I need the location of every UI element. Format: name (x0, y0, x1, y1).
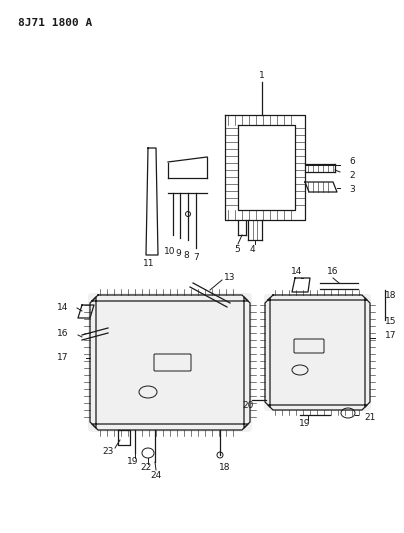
Text: 14: 14 (57, 303, 69, 311)
Text: 19: 19 (299, 418, 311, 427)
Text: 18: 18 (219, 463, 231, 472)
Text: 8: 8 (183, 252, 189, 261)
Text: 16: 16 (327, 268, 339, 277)
Text: 17: 17 (385, 332, 397, 341)
Text: 11: 11 (143, 259, 155, 268)
Text: 18: 18 (385, 290, 397, 300)
FancyBboxPatch shape (264, 294, 371, 411)
Text: 6: 6 (349, 157, 355, 166)
Text: 20: 20 (242, 400, 254, 409)
Text: 15: 15 (385, 318, 397, 327)
Text: 14: 14 (291, 268, 303, 277)
Text: 3: 3 (349, 184, 355, 193)
FancyBboxPatch shape (88, 293, 252, 432)
Text: 8J71 1800 A: 8J71 1800 A (18, 18, 92, 28)
Text: 19: 19 (127, 457, 139, 466)
Text: 24: 24 (150, 471, 162, 480)
Text: 2: 2 (349, 171, 355, 180)
Text: 22: 22 (140, 464, 152, 472)
Text: 1: 1 (259, 71, 265, 80)
Text: 7: 7 (193, 254, 199, 262)
Text: 23: 23 (102, 448, 114, 456)
Text: 13: 13 (224, 272, 236, 281)
Text: 4: 4 (249, 246, 255, 254)
Text: 5: 5 (234, 246, 240, 254)
Text: 17: 17 (57, 353, 69, 362)
Text: 10: 10 (164, 247, 176, 256)
Text: 21: 21 (364, 414, 376, 423)
Text: 16: 16 (57, 328, 69, 337)
Text: 9: 9 (175, 249, 181, 259)
